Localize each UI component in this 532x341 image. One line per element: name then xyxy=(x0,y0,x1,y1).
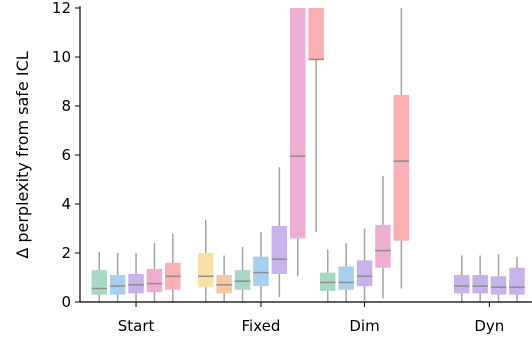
y-tick-label: 4 xyxy=(61,195,71,213)
box xyxy=(472,255,488,302)
x-axis: Start Fixed Dim Dyn xyxy=(80,301,532,335)
box-group-dim xyxy=(320,8,410,302)
box-body xyxy=(198,253,214,288)
box-body xyxy=(393,94,410,241)
box xyxy=(320,249,336,302)
box-body xyxy=(509,267,525,295)
box-body xyxy=(128,273,144,294)
box xyxy=(454,255,470,302)
box-body xyxy=(109,275,126,295)
box-body xyxy=(375,224,391,268)
box xyxy=(393,8,410,289)
box-group-fixed xyxy=(198,8,324,302)
box xyxy=(198,219,214,302)
y-tick-label: 6 xyxy=(61,146,71,164)
plot-area xyxy=(91,8,525,302)
box-group-dyn xyxy=(454,254,525,302)
x-tick-label: Dim xyxy=(349,317,379,335)
x-tick-label: Start xyxy=(118,317,155,335)
box-group-start xyxy=(91,233,181,302)
box xyxy=(253,232,269,301)
y-tick-label: 0 xyxy=(61,293,71,311)
box-body xyxy=(472,275,488,294)
box-body xyxy=(271,226,288,274)
box-body xyxy=(290,8,306,239)
box-body xyxy=(91,270,107,295)
box xyxy=(234,246,251,302)
box xyxy=(216,255,232,302)
box-body xyxy=(490,276,507,295)
x-tick-label: Fixed xyxy=(242,317,281,335)
box-body xyxy=(356,260,373,287)
box-body xyxy=(308,8,324,60)
box-body xyxy=(234,270,251,290)
y-tick-label: 2 xyxy=(61,244,71,262)
box xyxy=(146,243,163,302)
box-body xyxy=(146,268,163,293)
y-tick-label: 12 xyxy=(52,0,71,17)
box xyxy=(290,8,306,277)
box xyxy=(509,256,525,302)
box xyxy=(91,251,107,302)
box xyxy=(375,175,391,299)
box-body xyxy=(253,256,269,287)
y-axis-title: Δ perplexity from safe ICL xyxy=(13,51,32,258)
box xyxy=(338,243,354,302)
box-body xyxy=(454,275,470,294)
box xyxy=(490,254,507,302)
box xyxy=(165,233,181,302)
box xyxy=(356,228,373,301)
box xyxy=(271,167,288,298)
y-tick-label: 8 xyxy=(61,97,71,115)
y-tick-label: 10 xyxy=(52,48,71,66)
x-tick-label: Dyn xyxy=(474,317,504,335)
box xyxy=(109,253,126,302)
y-axis: 0 2 4 6 8 10 12 xyxy=(52,0,81,311)
box-body xyxy=(338,266,354,290)
box xyxy=(128,253,144,302)
box xyxy=(308,8,324,233)
